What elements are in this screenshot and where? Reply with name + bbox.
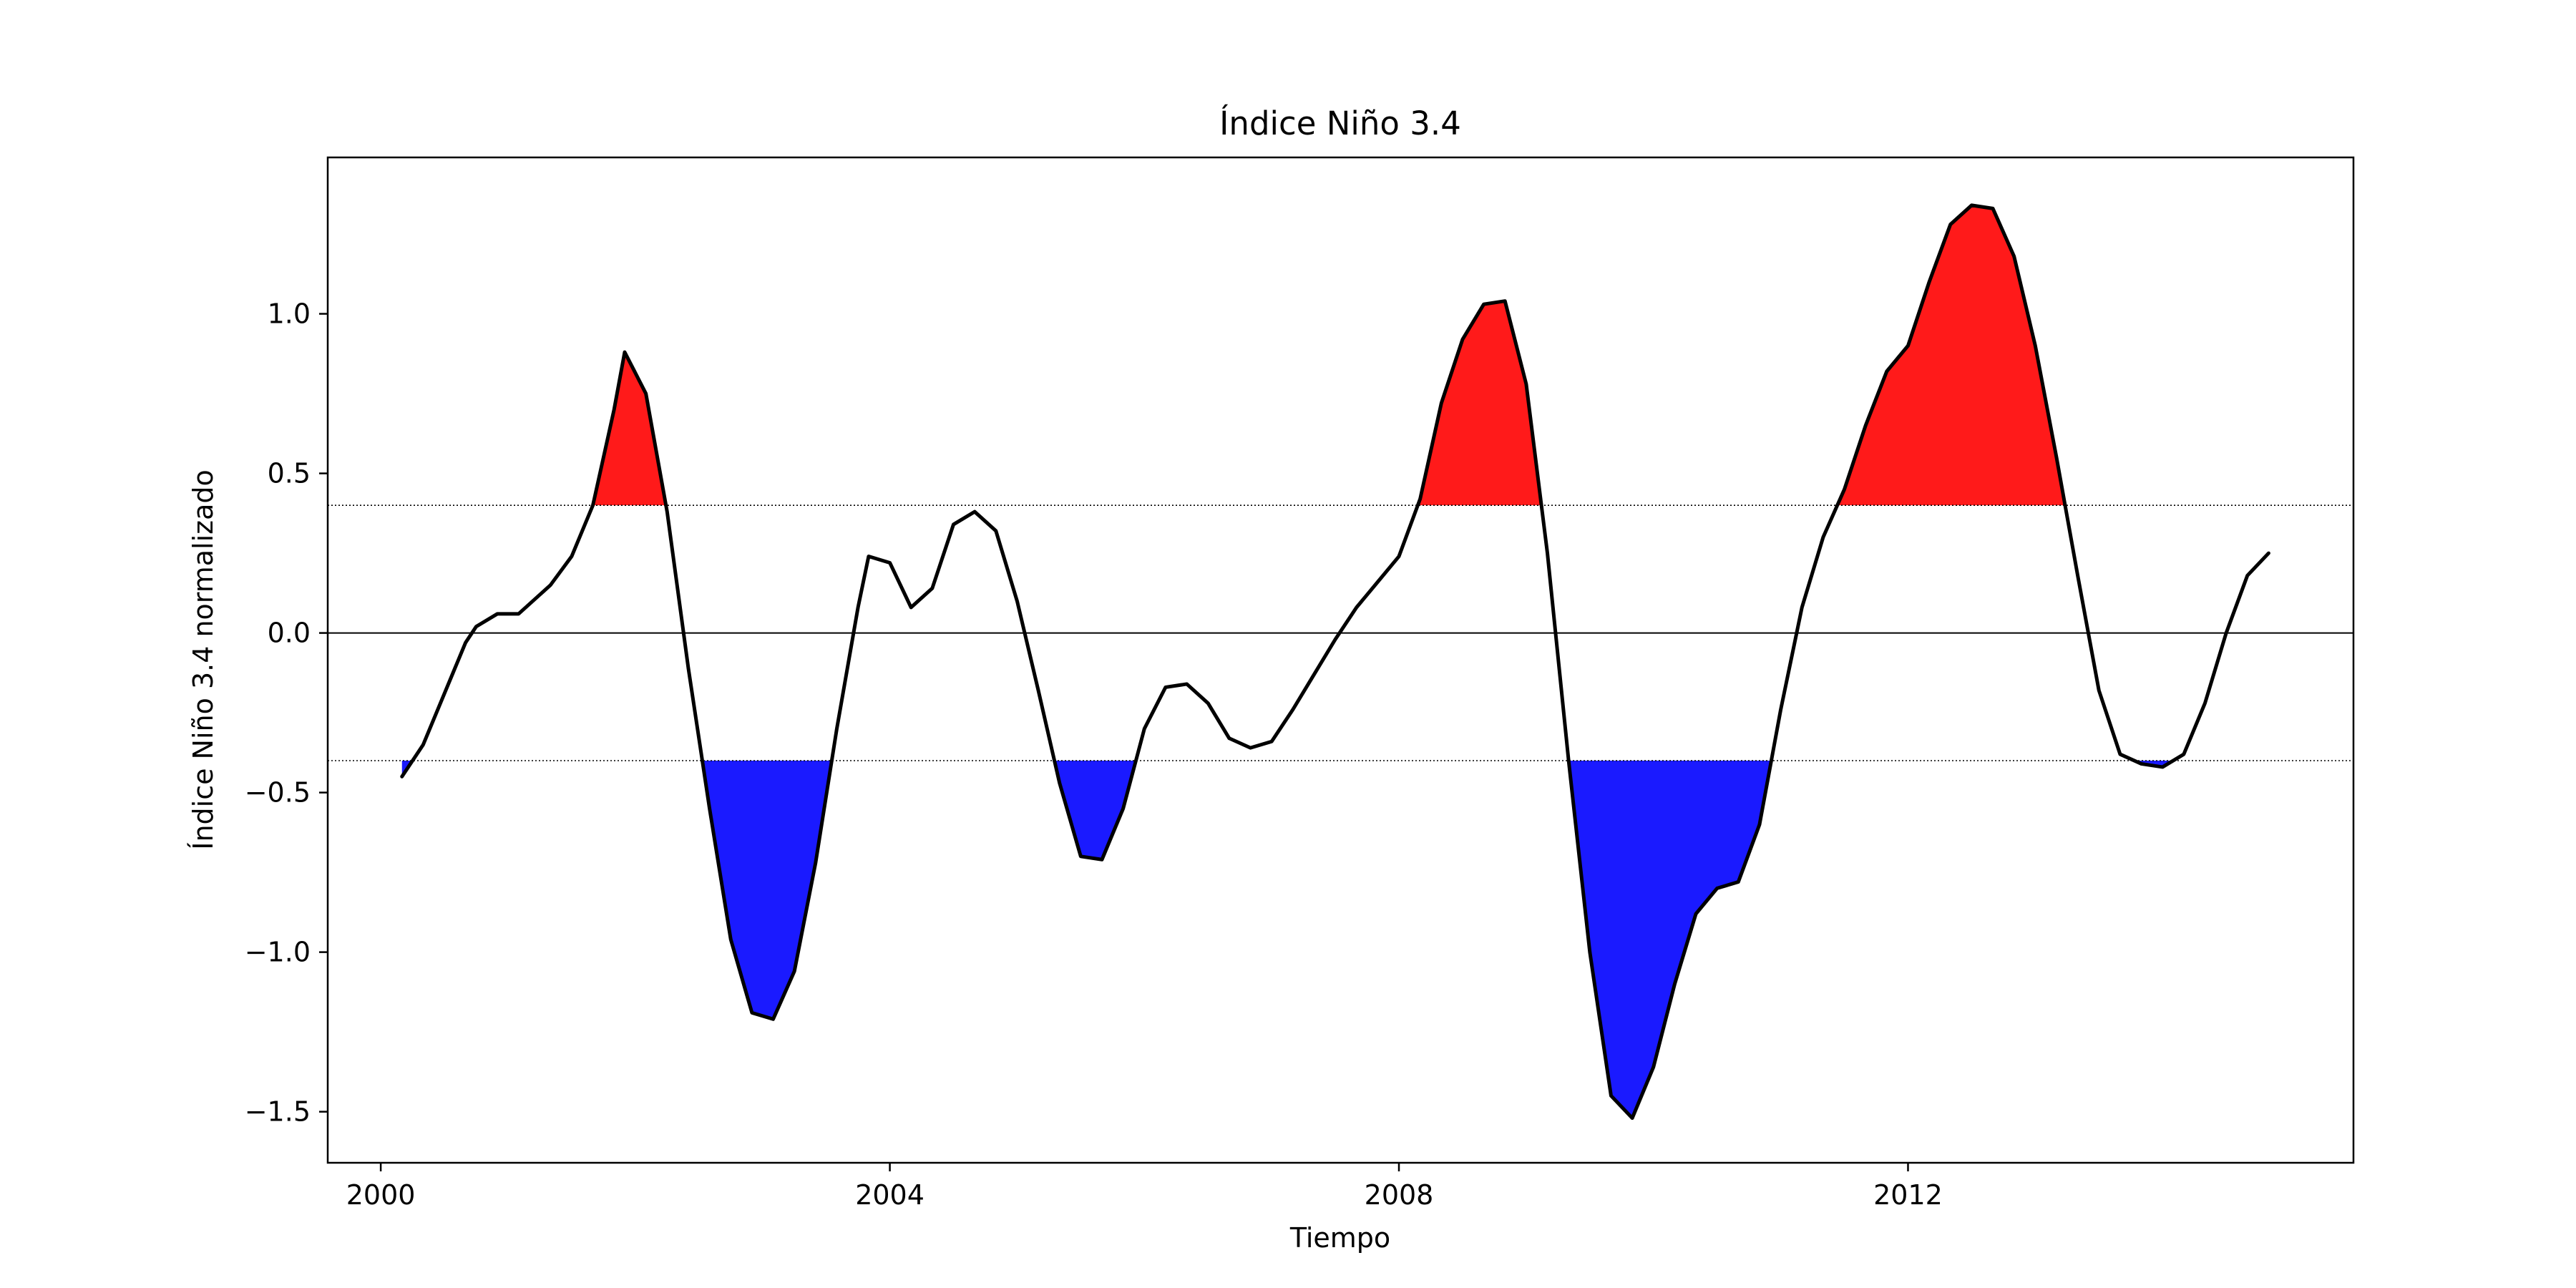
x-axis-label: Tiempo — [1289, 1222, 1390, 1254]
y-tick-label: 0.0 — [268, 618, 311, 649]
la-nina-fill — [702, 761, 832, 1020]
el-nino-fill — [592, 352, 666, 506]
plot-frame — [326, 156, 2355, 1164]
la-nina-fill — [1568, 761, 1772, 1118]
series-layer — [400, 203, 2270, 1121]
y-tick-label: 0.5 — [268, 458, 311, 489]
chart-title: Índice Niño 3.4 — [1219, 104, 1461, 142]
el-nino-fill — [1837, 205, 2066, 506]
y-axis: 1.0 0.5 0.0 −0.5 −1.0 −1.5 — [245, 298, 328, 1128]
y-tick-label: −1.5 — [245, 1096, 311, 1128]
plot-area — [326, 156, 2355, 1164]
y-axis-label: Índice Niño 3.4 normalizado — [187, 469, 219, 850]
y-tick-label: −1.0 — [245, 937, 311, 968]
x-tick-label: 2012 — [1873, 1179, 1943, 1211]
x-tick-label: 2000 — [346, 1179, 416, 1211]
x-tick-label: 2004 — [855, 1179, 924, 1211]
y-tick-label: −0.5 — [245, 777, 311, 809]
el-nino-fill — [1418, 301, 1542, 506]
series-line — [400, 203, 2270, 1121]
y-tick-label: 1.0 — [268, 298, 311, 330]
x-tick-label: 2008 — [1365, 1179, 1434, 1211]
x-axis: 2000 2004 2008 2012 — [346, 1163, 1943, 1211]
threshold-fills — [401, 205, 2174, 1118]
